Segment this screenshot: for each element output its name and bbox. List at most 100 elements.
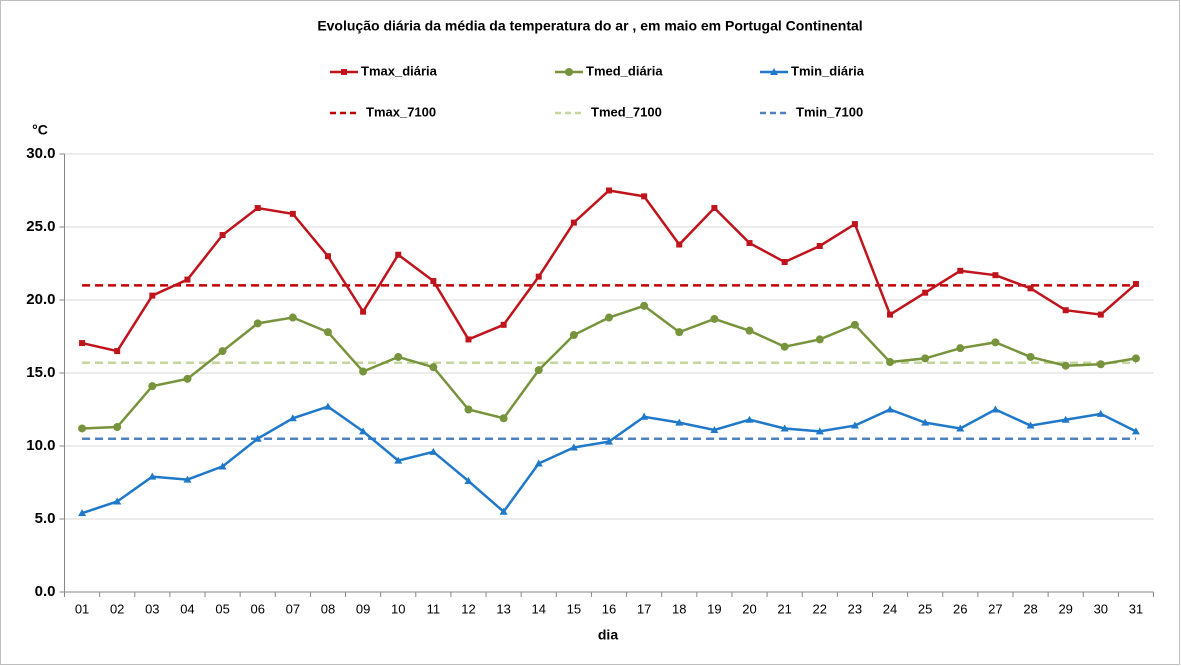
marker — [395, 251, 402, 258]
x-tick-label: 06 — [250, 601, 264, 616]
marker — [323, 328, 332, 337]
marker — [499, 414, 508, 423]
x-tick-label: 27 — [988, 601, 1002, 616]
marker — [850, 320, 859, 329]
marker — [113, 497, 122, 505]
x-tick-label: 14 — [532, 601, 546, 616]
marker — [430, 278, 437, 285]
marker — [79, 340, 86, 347]
marker — [253, 434, 262, 442]
legend-label: Tmax_diária — [361, 63, 438, 78]
x-tick-label: 28 — [1023, 601, 1037, 616]
legend-label: Tmin_diária — [791, 63, 865, 78]
x-tick-label: 05 — [215, 601, 229, 616]
marker — [641, 193, 648, 200]
marker — [534, 366, 543, 375]
marker — [429, 447, 438, 455]
marker — [850, 421, 859, 429]
marker — [1027, 285, 1034, 292]
marker — [464, 405, 473, 414]
marker — [341, 69, 347, 75]
marker — [991, 338, 1000, 347]
x-tick-label: 21 — [777, 601, 791, 616]
marker — [780, 424, 789, 432]
marker — [218, 462, 227, 470]
x-tick-label: 26 — [953, 601, 967, 616]
marker — [464, 477, 473, 485]
marker — [921, 354, 930, 363]
x-tick-label: 01 — [75, 601, 89, 616]
x-tick-label: 16 — [602, 601, 616, 616]
marker — [1131, 354, 1140, 363]
marker — [710, 425, 719, 433]
marker — [78, 424, 87, 433]
marker — [324, 253, 331, 260]
marker — [254, 205, 261, 212]
x-tick-label: 20 — [742, 601, 756, 616]
marker — [1061, 415, 1070, 423]
marker — [113, 423, 122, 432]
x-tick-label: 19 — [707, 601, 721, 616]
marker — [1096, 360, 1105, 369]
marker — [770, 68, 778, 75]
marker — [253, 319, 262, 328]
marker — [570, 219, 577, 226]
marker — [394, 352, 403, 361]
marker — [535, 273, 542, 280]
x-tick-label: 31 — [1129, 601, 1143, 616]
marker — [745, 415, 754, 423]
marker — [887, 311, 894, 318]
x-tick-label: 30 — [1094, 601, 1108, 616]
marker — [534, 459, 543, 467]
x-tick-label: 10 — [391, 601, 405, 616]
marker — [218, 347, 227, 356]
marker — [565, 68, 573, 76]
marker — [183, 475, 192, 483]
marker — [675, 418, 684, 426]
marker — [394, 456, 403, 464]
marker — [569, 443, 578, 451]
marker — [886, 358, 895, 367]
legend-label: Tmin_7100 — [796, 104, 863, 119]
legend-label: Tmax_7100 — [366, 104, 436, 119]
marker — [711, 205, 718, 212]
x-tick-label: 15 — [567, 601, 581, 616]
y-axis-label: °C — [32, 122, 48, 138]
marker — [746, 240, 753, 247]
marker — [640, 301, 649, 310]
x-tick-label: 12 — [461, 601, 475, 616]
marker — [569, 331, 578, 340]
x-tick-label: 03 — [145, 601, 159, 616]
marker — [1062, 307, 1069, 314]
marker — [500, 321, 507, 328]
marker — [1131, 427, 1140, 435]
marker — [219, 232, 226, 239]
x-tick-label: 18 — [672, 601, 686, 616]
marker — [956, 424, 965, 432]
marker — [1026, 421, 1035, 429]
marker — [781, 259, 788, 266]
y-tick-label: 25.0 — [26, 218, 55, 235]
y-tick-label: 15.0 — [26, 364, 55, 381]
marker — [360, 308, 367, 315]
marker — [78, 509, 87, 517]
marker — [1132, 280, 1139, 287]
marker — [1061, 361, 1070, 370]
legend-label: Tmed_7100 — [591, 104, 662, 119]
x-tick-label: 23 — [848, 601, 862, 616]
marker — [289, 210, 296, 217]
y-tick-label: 30.0 — [26, 145, 55, 162]
x-tick-label: 13 — [496, 601, 510, 616]
y-tick-label: 5.0 — [35, 510, 56, 527]
marker — [359, 427, 368, 435]
marker — [745, 326, 754, 335]
marker — [359, 367, 368, 376]
marker — [148, 382, 157, 391]
marker — [499, 507, 508, 515]
marker — [288, 414, 297, 422]
marker — [780, 342, 789, 351]
marker — [992, 272, 999, 279]
marker — [429, 363, 438, 372]
y-tick-label: 10.0 — [26, 437, 55, 454]
marker — [288, 313, 297, 322]
